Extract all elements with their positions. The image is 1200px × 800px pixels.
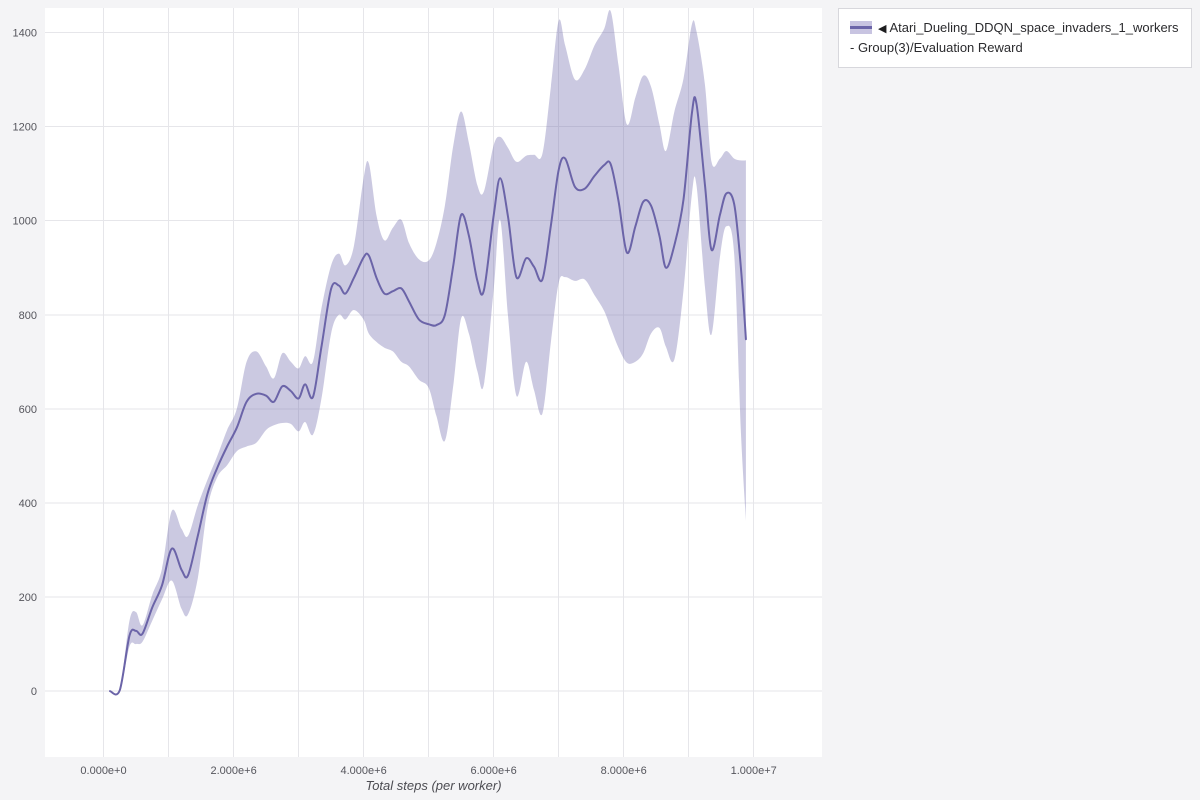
x-tick-label: 8.000e+6 (601, 765, 647, 777)
legend-marker-icon: ◀ (878, 23, 887, 35)
x-tick-label: 2.000e+6 (211, 765, 257, 777)
plot-area[interactable] (45, 8, 822, 757)
series-evaluation-reward (109, 10, 747, 696)
gridlines (45, 8, 822, 757)
y-tick-label: 800 (19, 310, 37, 322)
x-tick-label: 4.000e+6 (341, 765, 387, 777)
x-axis-label: Total steps (per worker) (365, 778, 502, 793)
x-tick-label: 0.000e+0 (80, 765, 126, 777)
confidence-band (110, 10, 746, 695)
x-tick-label: 1.000e+7 (731, 765, 777, 777)
y-tick-label: 600 (19, 404, 37, 416)
y-tick-label: 400 (19, 498, 37, 510)
y-tick-label: 1200 (13, 122, 37, 134)
x-tick-label: 6.000e+6 (471, 765, 517, 777)
legend-item-evaluation-reward[interactable]: ◀ Atari_Dueling_DDQN_space_invaders_1_wor… (850, 18, 1180, 58)
mean-line (109, 96, 747, 696)
legend-line-icon (850, 26, 872, 29)
y-tick-label: 1400 (13, 28, 37, 40)
legend-swatch (850, 21, 872, 34)
y-tick-label: 0 (31, 686, 37, 698)
tick-labels: 0.000e+0 2.000e+6 4.000e+6 6.000e+6 8.000e+6… (13, 28, 777, 778)
y-tick-label: 200 (19, 592, 37, 604)
legend: ◀ Atari_Dueling_DDQN_space_invaders_1_wor… (838, 8, 1192, 69)
y-tick-label: 1000 (13, 216, 37, 228)
legend-item-label: Atari_Dueling_DDQN_space_invaders_1_work… (850, 20, 1179, 56)
